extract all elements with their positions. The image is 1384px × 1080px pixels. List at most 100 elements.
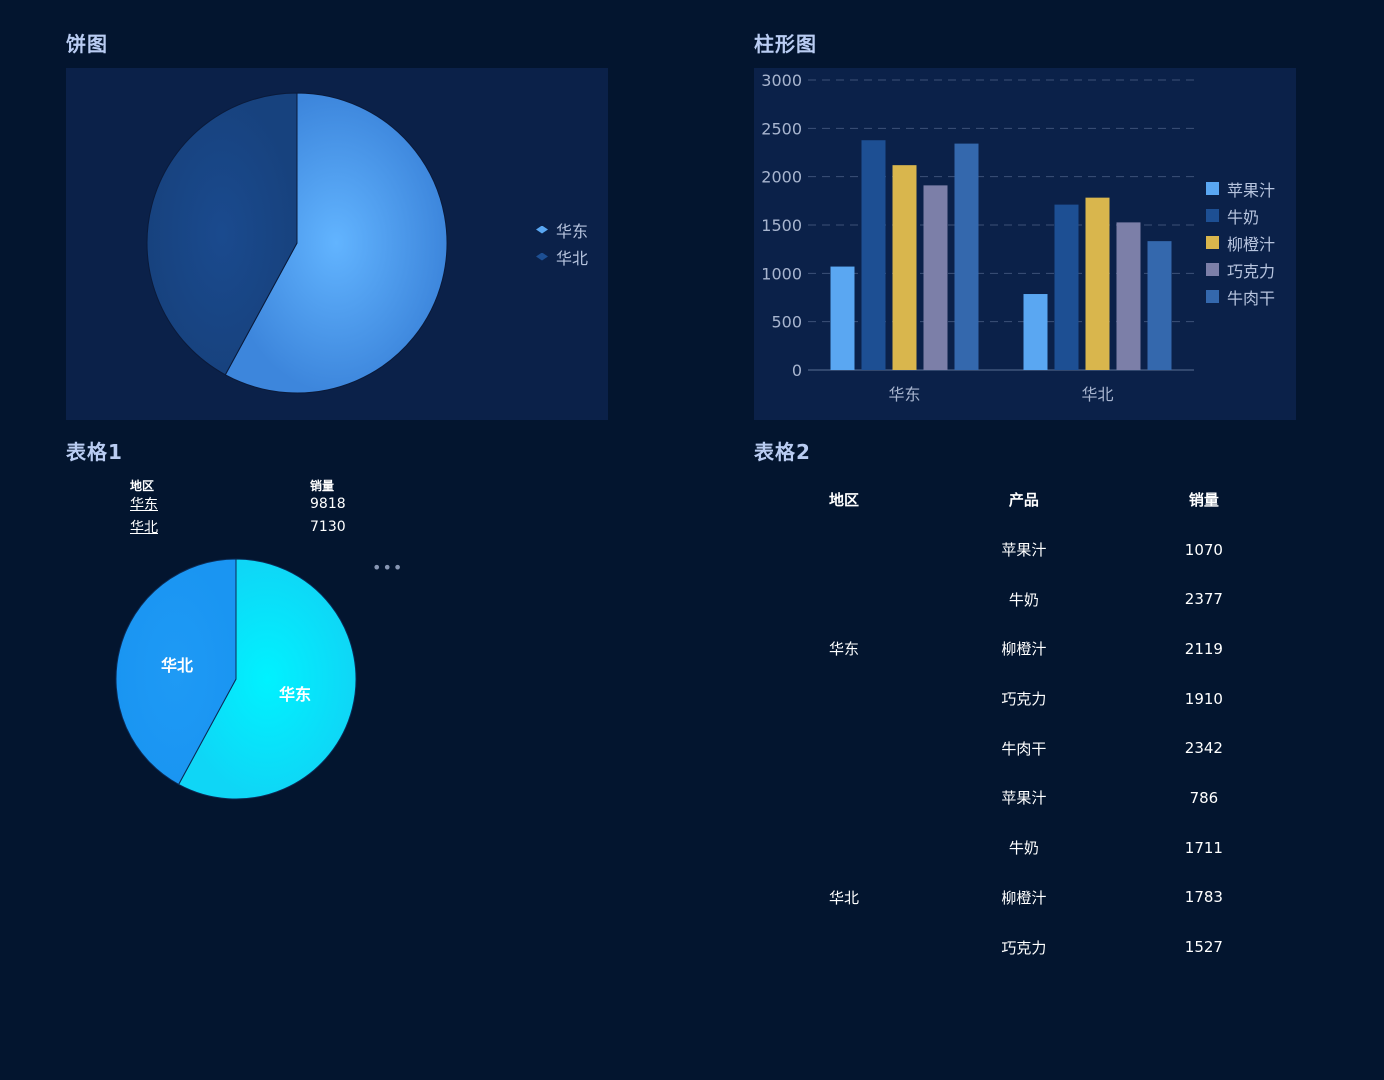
legend-label: 牛奶 xyxy=(1227,207,1260,227)
sales-cell: 1070 xyxy=(1184,540,1223,559)
legend-item-apple-juice[interactable]: 苹果汁 xyxy=(1206,175,1275,202)
bar[interactable] xyxy=(1023,294,1048,370)
product-cell: 巧克力 xyxy=(1001,938,1047,957)
legend-item-beef-jerky[interactable]: 牛肉干 xyxy=(1206,283,1275,310)
y-tick-label: 500 xyxy=(771,313,802,332)
pie-slice-east[interactable] xyxy=(177,558,357,800)
y-tick-label: 2500 xyxy=(761,119,802,138)
region-cell: 华北 xyxy=(828,888,859,907)
table-row: 华东 苹果汁 1070 xyxy=(754,525,1294,659)
bar-chart: 3000 2500 2000 1500 1000 500 0 华东 华北 xyxy=(761,71,1194,404)
legend-item-east[interactable]: 华东 xyxy=(536,216,588,243)
pie-chart xyxy=(146,92,448,394)
product-cell: 苹果汁 xyxy=(1001,541,1047,560)
pie-slice-north[interactable] xyxy=(146,92,298,376)
bar-legend: 苹果汁 牛奶 柳橙汁 巧克力 牛肉干 xyxy=(1206,175,1275,310)
legend-label: 华北 xyxy=(556,248,589,268)
pie-chart-panel: 华东 华北 xyxy=(66,68,608,420)
product-cell: 牛肉干 xyxy=(1001,739,1047,758)
sales-cell: 1910 xyxy=(1184,689,1223,708)
product-cell: 苹果汁 xyxy=(1001,789,1047,808)
legend-diamond-icon xyxy=(536,225,548,234)
bar-chart-panel: 3000 2500 2000 1500 1000 500 0 华东 华北 苹果汁 牛奶 柳橙汁 … xyxy=(754,68,1296,420)
product-cell: 柳橙汁 xyxy=(1001,888,1047,907)
more-icon[interactable]: ••• xyxy=(372,558,404,577)
legend-item-chocolate[interactable]: 巧克力 xyxy=(1206,256,1275,283)
y-tick-label: 0 xyxy=(792,361,802,380)
legend-item-orange-juice[interactable]: 柳橙汁 xyxy=(1206,229,1275,256)
bar[interactable] xyxy=(1085,197,1110,370)
table-row: 华北 苹果汁 786 xyxy=(754,773,1294,907)
table1-title: 表格1 xyxy=(66,440,123,464)
region-cell: 华东 xyxy=(828,640,859,659)
legend-diamond-icon xyxy=(536,252,548,261)
legend-label: 华东 xyxy=(556,221,589,241)
legend-item-north[interactable]: 华北 xyxy=(536,243,588,270)
legend-label: 牛肉干 xyxy=(1227,288,1276,308)
sales-cell: 786 xyxy=(1189,788,1219,807)
table-header-row: 地区 销量 xyxy=(120,480,346,492)
sales-cell: 9818 xyxy=(310,495,346,512)
sales-cell: 1711 xyxy=(1184,838,1223,857)
bar[interactable] xyxy=(1116,222,1141,370)
table-row: 巧克力 1910 xyxy=(754,674,1294,724)
legend-swatch xyxy=(1206,263,1219,276)
x-tick-label: 华东 xyxy=(888,385,920,404)
legend-label: 巧克力 xyxy=(1227,261,1276,281)
table-row: 巧克力 1527 xyxy=(754,922,1294,972)
pie-slice-east[interactable] xyxy=(224,92,448,394)
legend-label: 苹果汁 xyxy=(1227,180,1276,200)
pie-legend: 华东 华北 xyxy=(536,216,588,270)
sales-cell: 7130 xyxy=(310,518,346,535)
y-tick-label: 1500 xyxy=(761,216,802,235)
sales-cell: 1527 xyxy=(1184,938,1223,957)
legend-item-milk[interactable]: 牛奶 xyxy=(1206,202,1275,229)
product-cell: 牛奶 xyxy=(1008,590,1039,609)
bar[interactable] xyxy=(892,165,917,370)
pie-slice-north[interactable] xyxy=(115,558,237,786)
table-row: 牛肉干 2342 xyxy=(754,723,1294,773)
table2: 地区 产品 销量 华东 苹果汁 1070 牛奶 2377 柳橙汁 2119 巧克力 1910 牛肉… xyxy=(754,475,1294,975)
table-row: 牛奶 2377 xyxy=(754,574,1294,624)
table2-container[interactable]: 地区 产品 销量 华东 苹果汁 1070 牛奶 2377 柳橙汁 2119 巧克力 1910 牛肉… xyxy=(754,475,1294,975)
bar[interactable] xyxy=(830,266,855,370)
table2-title: 表格2 xyxy=(754,440,811,464)
y-tick-label: 3000 xyxy=(761,71,802,90)
bar[interactable] xyxy=(954,143,979,370)
y-tick-label: 1000 xyxy=(761,264,802,283)
product-cell: 牛肉干 xyxy=(934,972,1114,975)
pie-chart-title: 饼图 xyxy=(66,32,108,56)
region-link[interactable]: 华东 xyxy=(130,496,158,513)
table-row: 柳橙汁 2119 xyxy=(754,624,1294,674)
sales-cell: 1333 xyxy=(1114,972,1294,975)
product-cell: 巧克力 xyxy=(1001,690,1047,709)
product-cell: 牛奶 xyxy=(1008,839,1039,858)
column-header-product[interactable]: 产品 xyxy=(1008,491,1039,510)
sales-cell: 2119 xyxy=(1184,639,1223,658)
table-row: 柳橙汁 1783 xyxy=(754,873,1294,923)
pie-label: 华北 xyxy=(161,656,193,675)
bar[interactable] xyxy=(861,140,886,370)
bar[interactable] xyxy=(1054,204,1079,370)
product-cell: 柳橙汁 xyxy=(1001,640,1047,659)
column-header-sales[interactable]: 销量 xyxy=(1188,491,1219,510)
table-row: 华北 7130 xyxy=(120,515,346,538)
column-header-region[interactable]: 地区 xyxy=(130,479,155,493)
legend-swatch xyxy=(1206,209,1219,222)
x-tick-label: 华北 xyxy=(1081,385,1113,404)
sales-cell: 1783 xyxy=(1184,888,1223,907)
legend-label: 柳橙汁 xyxy=(1227,234,1276,254)
bar[interactable] xyxy=(923,185,948,370)
bar[interactable] xyxy=(1147,241,1172,370)
bar-chart-title: 柱形图 xyxy=(754,32,817,56)
sales-cell: 2342 xyxy=(1184,739,1223,758)
region-link[interactable]: 华北 xyxy=(130,519,158,536)
table-row: 华东 9818 xyxy=(120,492,346,515)
table-header-row: 地区 产品 销量 xyxy=(754,475,1294,525)
pie-label: 华东 xyxy=(279,685,311,704)
y-tick-label: 2000 xyxy=(761,168,802,187)
legend-swatch xyxy=(1206,290,1219,303)
column-header-region[interactable]: 地区 xyxy=(828,491,859,510)
sales-cell: 2377 xyxy=(1184,590,1223,609)
column-header-sales[interactable]: 销量 xyxy=(310,479,335,493)
